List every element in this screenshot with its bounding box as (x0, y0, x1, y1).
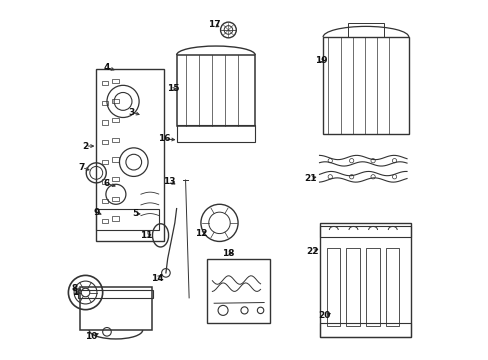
Text: 20: 20 (318, 311, 330, 320)
Text: 5: 5 (132, 210, 139, 219)
Bar (206, 258, 269, 323)
Bar (346, 248, 359, 327)
Bar (112, 177, 119, 181)
Bar (385, 248, 398, 327)
Text: 21: 21 (304, 174, 316, 183)
Text: 22: 22 (305, 247, 318, 256)
Bar (102, 179, 108, 184)
Bar (365, 248, 379, 327)
Text: 1: 1 (72, 288, 78, 297)
Text: 11: 11 (140, 231, 152, 240)
Text: 13: 13 (163, 177, 175, 186)
Bar (112, 118, 119, 122)
Bar (319, 223, 410, 337)
Bar (102, 219, 108, 223)
Bar (347, 23, 383, 37)
Bar (102, 81, 108, 85)
Bar (112, 79, 119, 83)
Bar (80, 287, 151, 330)
Bar (176, 125, 255, 143)
Bar (112, 197, 119, 201)
Bar (323, 37, 408, 134)
Bar (112, 99, 119, 103)
Bar (112, 216, 119, 221)
Text: 6: 6 (103, 179, 110, 188)
Text: 2: 2 (82, 141, 88, 150)
Bar (319, 226, 410, 237)
Text: 12: 12 (195, 229, 207, 238)
Bar (102, 199, 108, 203)
Bar (102, 140, 108, 144)
Bar (102, 101, 108, 105)
Text: 4: 4 (103, 63, 110, 72)
Bar (112, 138, 119, 142)
Text: 19: 19 (314, 56, 327, 65)
Text: 8: 8 (72, 284, 78, 293)
Bar (176, 55, 255, 126)
Text: 14: 14 (150, 274, 163, 283)
Bar (112, 157, 119, 162)
Bar (319, 323, 410, 337)
Text: 3: 3 (128, 108, 135, 117)
Bar (102, 159, 108, 164)
Text: 9: 9 (93, 208, 99, 217)
Bar (96, 69, 164, 241)
Text: 15: 15 (166, 84, 179, 93)
Bar (102, 120, 108, 125)
Text: 10: 10 (85, 332, 98, 341)
Bar (326, 248, 340, 327)
Bar (96, 208, 159, 230)
Text: 17: 17 (207, 20, 220, 29)
Bar (78, 290, 153, 298)
Text: 18: 18 (222, 249, 234, 258)
Text: 16: 16 (158, 134, 170, 143)
Text: 7: 7 (79, 163, 85, 172)
